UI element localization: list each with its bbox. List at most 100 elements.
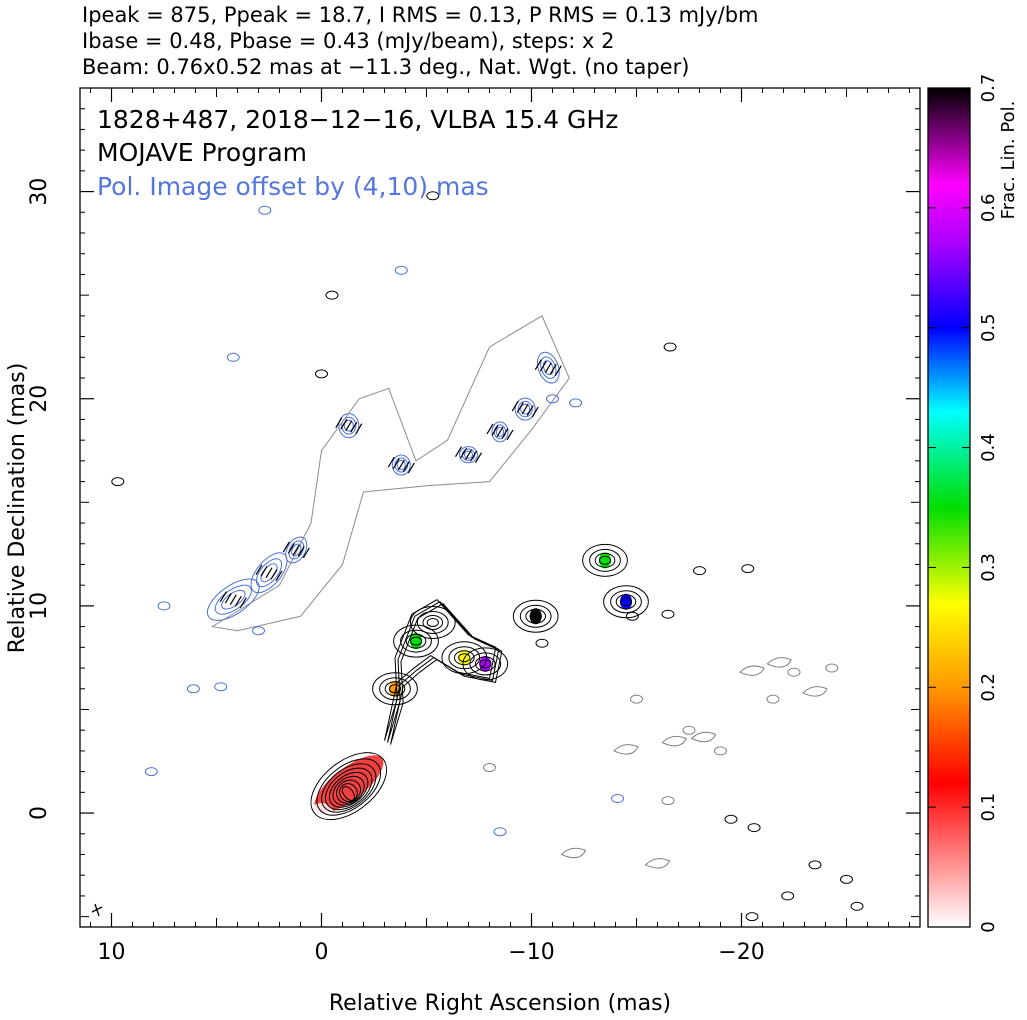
header-line-2: Ibase = 0.48, Pbase = 0.43 (mJy/beam), s…	[82, 29, 614, 53]
evpa-tick	[297, 546, 305, 557]
noise-contour	[157, 601, 171, 611]
colorbar-ticks: 0 0.1 0.2 0.3 0.4 0.5 0.6 0.7	[928, 74, 999, 933]
noise-contour	[483, 762, 496, 772]
component-contour	[458, 653, 471, 663]
evpa-tick	[219, 591, 227, 602]
polarization-contour	[540, 356, 557, 379]
evpa-tick	[469, 450, 478, 462]
evpa-tick	[531, 406, 539, 418]
noise-contour	[781, 891, 795, 901]
component-contour	[519, 604, 552, 628]
jet-contour	[387, 601, 500, 743]
noise-contour	[315, 369, 328, 379]
polarization-contour	[459, 446, 478, 464]
evpa-tick	[454, 446, 463, 457]
evpa-tick	[239, 597, 247, 608]
core-contour	[341, 786, 356, 801]
evpa-tick	[511, 400, 519, 412]
noise-contour	[258, 205, 272, 215]
noise-contour	[546, 394, 559, 404]
program-annotation: MOJAVE Program	[97, 138, 307, 167]
colorbar-tick-label: 0.5	[978, 313, 999, 342]
extended-polarization-outline	[210, 315, 570, 632]
core-depol-fill	[309, 803, 334, 824]
noise-contour	[787, 667, 801, 677]
polarization-contours	[206, 315, 570, 632]
colorbar-tick-label: 0	[978, 921, 999, 932]
evpa-tick	[501, 428, 509, 439]
evpa-tick	[260, 565, 268, 577]
x-axis-label: Relative Right Ascension (mas)	[329, 991, 671, 1016]
component-polarization-fill	[426, 614, 439, 631]
y-tick-label: 0	[27, 806, 52, 820]
colorbar-tick-label: 0.2	[978, 673, 999, 702]
offset-note: Pol. Image offset by (4,10) mas	[97, 172, 489, 201]
noise-contour	[630, 694, 643, 704]
evpa-tick	[287, 543, 295, 554]
noise-contour	[661, 609, 675, 619]
polarization-contour	[491, 421, 509, 443]
evpa-tick	[516, 402, 524, 413]
noise-contour	[850, 901, 864, 911]
evpa-tick	[397, 459, 405, 471]
colorbar-tick-label: 0.7	[978, 74, 999, 103]
component-contour	[619, 597, 633, 607]
component-contour	[479, 659, 492, 669]
negative-contour	[613, 744, 639, 755]
polarization-contour	[517, 400, 533, 418]
noise-contour	[569, 398, 583, 408]
noise-contour	[214, 682, 228, 692]
noise-contour	[825, 663, 839, 673]
fractional-polarization-map	[309, 552, 632, 824]
polarization-contour	[520, 403, 531, 415]
y-tick-label: 30	[27, 178, 52, 206]
evpa-tick	[549, 363, 557, 375]
evpa-tick	[544, 362, 552, 373]
polarization-contour	[255, 558, 283, 588]
component-contour	[582, 543, 628, 577]
polarization-contour	[514, 397, 536, 421]
evpa-tick	[496, 426, 504, 438]
x-tick-label: −10	[508, 940, 554, 965]
component-contour	[603, 585, 649, 619]
noise-contour	[714, 746, 727, 756]
evpa-vectors	[219, 359, 562, 608]
evpa-tick	[534, 359, 542, 370]
axis-ticks	[80, 88, 920, 927]
evpa-tick	[554, 365, 562, 376]
negative-contour	[739, 665, 765, 676]
component-contour	[525, 608, 547, 624]
polarization-contour	[391, 454, 411, 476]
negative-contours	[560, 657, 828, 869]
noise-contour	[325, 290, 339, 300]
component-contour	[594, 552, 616, 568]
component-contour	[454, 650, 475, 666]
noise-contour	[747, 823, 761, 833]
noise-contour	[840, 874, 853, 884]
component-contour	[416, 610, 449, 634]
component-contour	[409, 605, 456, 639]
evpa-tick	[464, 449, 473, 460]
core-contour	[310, 752, 388, 821]
polarization-contour	[221, 589, 246, 610]
noise-contour	[808, 860, 822, 870]
evpa-tick	[282, 541, 290, 553]
colorbar-tick-label: 0.3	[978, 553, 999, 582]
evpa-tick	[459, 447, 468, 459]
negative-contour	[644, 858, 671, 869]
y-tick-label: 10	[27, 592, 52, 620]
x-tick-label: 0	[315, 940, 329, 965]
polarization-contour	[343, 419, 354, 432]
evpa-tick	[486, 423, 494, 435]
noise-contour	[693, 566, 706, 576]
component-contour	[615, 594, 637, 610]
core-contour	[339, 783, 358, 803]
evpa-tick	[265, 567, 273, 579]
negative-contour	[560, 847, 587, 859]
evpa-tick	[474, 452, 483, 463]
noise-contour	[535, 638, 549, 648]
component-polarization-fill	[620, 593, 632, 610]
component-contour	[393, 624, 439, 658]
evpa-tick	[229, 594, 237, 605]
evpa-tick	[275, 570, 283, 582]
